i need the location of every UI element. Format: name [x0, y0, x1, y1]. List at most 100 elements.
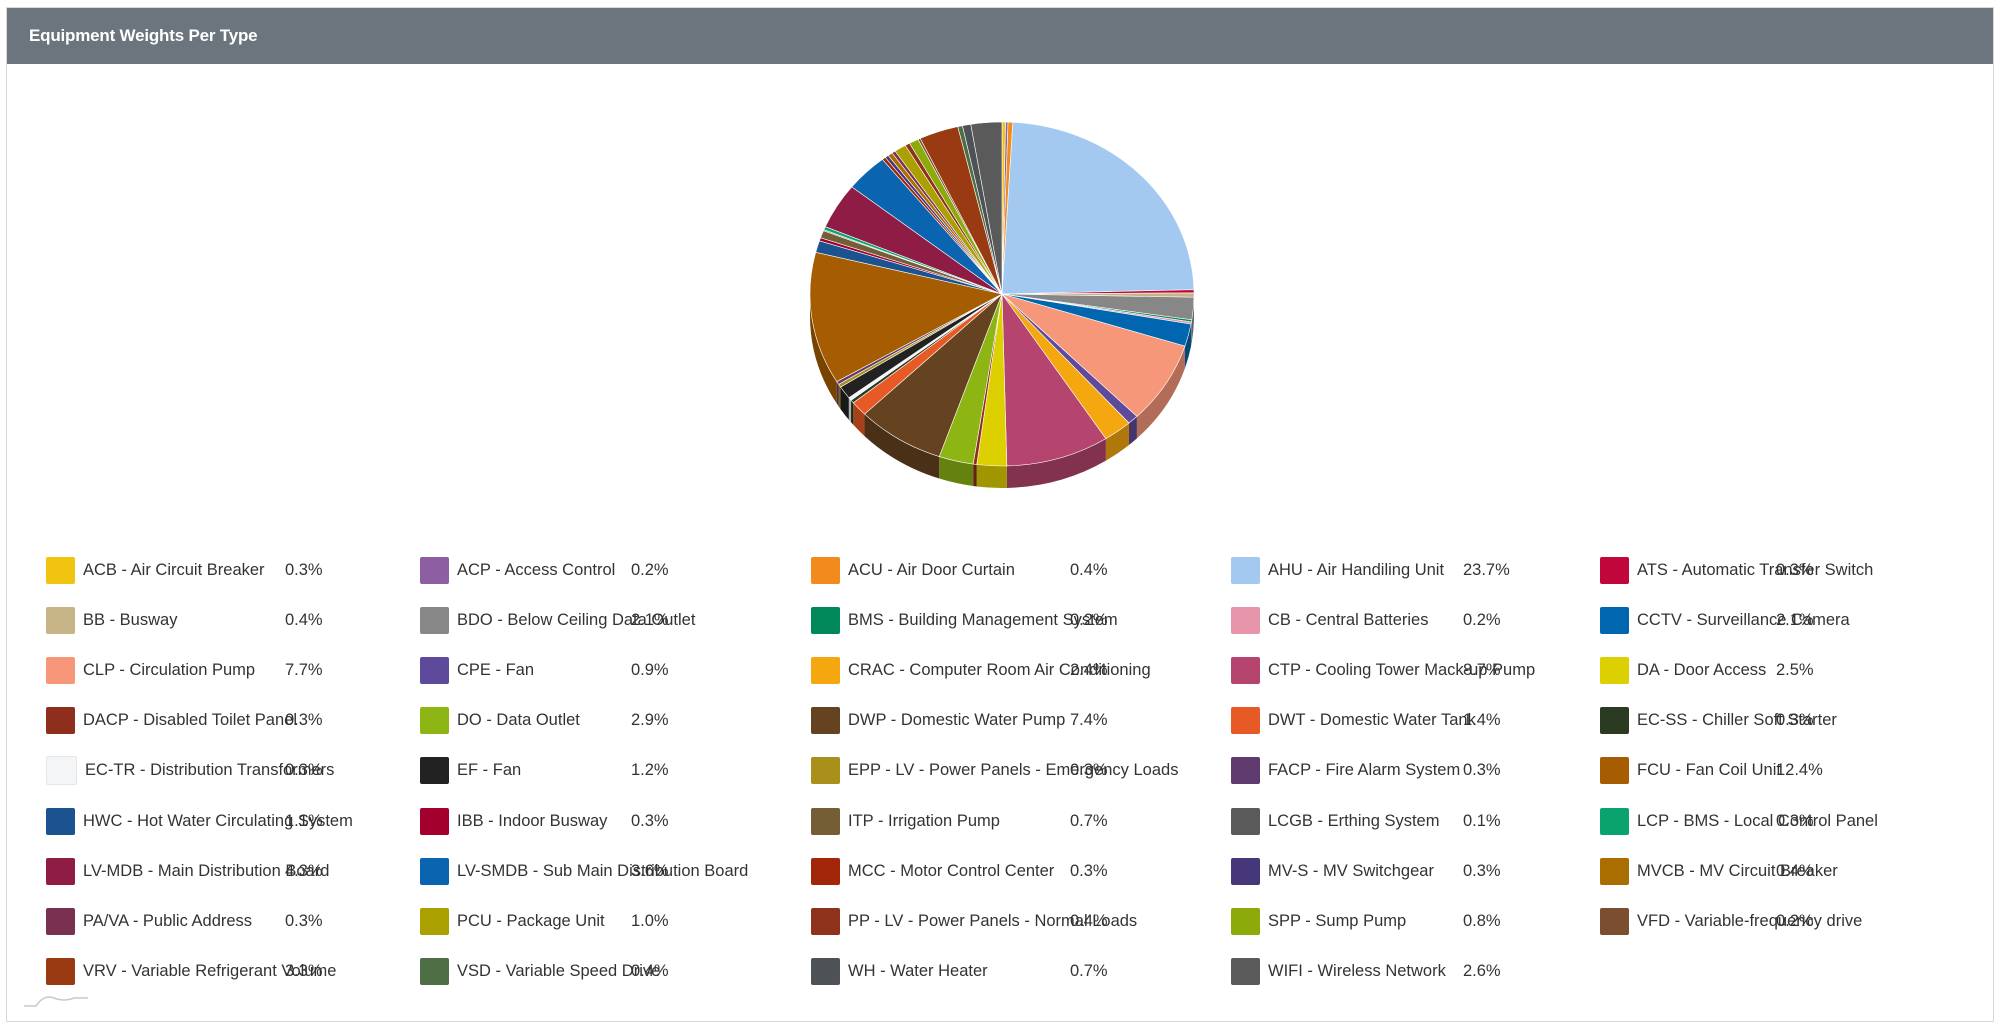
legend-label: CB - Central Batteries [1268, 610, 1429, 629]
legend-swatch [811, 807, 840, 835]
legend-percentage: 0.3% [1463, 761, 1501, 780]
legend-label: FACP - Fire Alarm System [1268, 761, 1461, 780]
legend-item[interactable]: EF - Fan 1.2% [420, 757, 669, 785]
legend-percentage: 0.3% [1776, 811, 1814, 830]
legend-item[interactable]: WIFI - Wireless Network 2.6% [1231, 958, 1501, 986]
legend-item[interactable]: FCU - Fan Coil Unit 12.4% [1600, 757, 1823, 785]
legend-item[interactable]: FACP - Fire Alarm System 0.3% [1231, 757, 1501, 785]
legend-label: WIFI - Wireless Network [1268, 962, 1446, 981]
legend-swatch [46, 857, 75, 885]
pie-slice-side [851, 400, 854, 425]
legend-item[interactable]: LCP - BMS - Local Control Panel 0.3% [1600, 807, 1878, 835]
legend-item[interactable]: DWT - Domestic Water Tank 1.4% [1231, 707, 1501, 735]
legend-item[interactable]: CB - Central Batteries 0.2% [1231, 606, 1501, 634]
legend-percentage: 0.1% [1463, 811, 1501, 830]
legend-label: BB - Busway [83, 610, 178, 629]
legend-swatch [1600, 707, 1629, 735]
legend-item[interactable]: VFD - Variable-frequency drive 0.2% [1600, 907, 1862, 935]
legend-item[interactable]: AHU - Air Handiling Unit 23.7% [1231, 556, 1510, 584]
legend-item[interactable]: MV-S - MV Switchgear 0.3% [1231, 857, 1501, 885]
legend-label: ACP - Access Control [457, 560, 616, 579]
legend-item[interactable]: HWC - Hot Water Circulating System 1.1% [46, 807, 353, 835]
legend-swatch [1231, 857, 1260, 885]
legend-swatch [1231, 757, 1260, 785]
legend-swatch [811, 857, 840, 885]
legend-percentage: 0.2% [1463, 610, 1501, 629]
pie-slice-side [848, 397, 852, 423]
legend-item[interactable]: CLP - Circulation Pump 7.7% [46, 656, 323, 684]
legend-swatch [1231, 606, 1260, 634]
legend-label: VRV - Variable Refrigerant Volume [83, 962, 337, 981]
pie-slice[interactable] [1001, 121, 1195, 295]
legend-label: BMS - Building Management System [848, 610, 1118, 629]
legend-item[interactable]: LV-SMDB - Sub Main Distribution Board 3.6… [420, 857, 748, 885]
legend-item[interactable]: EC-TR - Distribution Transformers 0.3% [46, 756, 334, 786]
pie-slice[interactable] [1001, 293, 1107, 467]
legend-swatch [1231, 907, 1260, 935]
legend-item[interactable]: VSD - Variable Speed Drive 0.4% [420, 958, 669, 986]
legend-item[interactable]: CRAC - Computer Room Air Conditioning 2.4… [811, 656, 1151, 684]
legend-percentage: 0.4% [1070, 911, 1108, 930]
legend-percentage: 12.4% [1776, 761, 1823, 780]
legend-percentage: 1.0% [631, 911, 669, 930]
legend-item[interactable]: DA - Door Access 2.5% [1600, 656, 1814, 684]
legend-item[interactable]: LV-MDB - Main Distribution Board 4.3% [46, 857, 329, 885]
legend-label: DWP - Domestic Water Pump [848, 711, 1066, 730]
pie-slice[interactable] [1001, 293, 1186, 417]
legend-item[interactable]: BB - Busway 0.4% [46, 606, 323, 634]
legend-label: MCC - Motor Control Center [848, 861, 1055, 880]
legend-label: IBB - Indoor Busway [457, 811, 608, 830]
legend-percentage: 0.7% [1070, 962, 1108, 981]
legend-swatch [811, 656, 840, 684]
legend-label: DWT - Domestic Water Tank [1268, 711, 1476, 730]
legend-item[interactable]: VRV - Variable Refrigerant Volume 3.3% [46, 958, 336, 986]
pie-slice-side [1105, 423, 1129, 461]
legend-item[interactable]: CTP - Cooling Tower Mack-up Pump 8.7% [1231, 656, 1535, 684]
legend-label: ACU - Air Door Curtain [848, 560, 1015, 579]
legend-item[interactable]: BMS - Building Management System 0.2% [811, 606, 1118, 634]
legend-item[interactable]: PCU - Package Unit 1.0% [420, 907, 669, 935]
legend-percentage: 0.4% [1776, 861, 1814, 880]
legend-percentage: 7.7% [285, 660, 323, 679]
legend-percentage: 7.4% [1070, 711, 1108, 730]
legend-label: AHU - Air Handiling Unit [1268, 560, 1445, 579]
legend-swatch [1231, 807, 1260, 835]
legend-label: ATS - Automatic Transfer Switch [1637, 560, 1874, 579]
legend-item[interactable]: EC-SS - Chiller Soft Starter 0.3% [1600, 707, 1837, 735]
legend-swatch [1600, 857, 1629, 885]
legend-item[interactable]: SPP - Sump Pump 0.8% [1231, 907, 1501, 935]
legend-label: ITP - Irrigation Pump [848, 811, 1000, 830]
legend-percentage: 2.5% [1776, 660, 1814, 679]
legend-item[interactable]: DWP - Domestic Water Pump 7.4% [811, 707, 1108, 735]
legend-swatch [811, 556, 840, 584]
legend-swatch [420, 757, 449, 785]
legend-item[interactable]: EPP - LV - Power Panels - Emergency Load… [811, 757, 1178, 785]
pie-slice[interactable] [970, 121, 1003, 295]
legend-swatch [1231, 656, 1260, 684]
legend-item[interactable]: ACU - Air Door Curtain 0.4% [811, 556, 1108, 584]
legend-item[interactable]: ACP - Access Control 0.2% [420, 556, 669, 584]
legend-item[interactable]: CCTV - Surveillance Camera 2.1% [1600, 606, 1850, 634]
legend-label: DO - Data Outlet [457, 711, 580, 730]
legend-item[interactable]: IBB - Indoor Busway 0.3% [420, 807, 669, 835]
legend-swatch [46, 958, 75, 986]
legend-item[interactable]: ITP - Irrigation Pump 0.7% [811, 807, 1108, 835]
legend-item[interactable]: MCC - Motor Control Center 0.3% [811, 857, 1108, 885]
legend-item[interactable]: ACB - Air Circuit Breaker 0.3% [46, 556, 323, 584]
legend-swatch [811, 606, 840, 634]
legend-item[interactable]: LCGB - Erthing System 0.1% [1231, 807, 1501, 835]
legend-item[interactable]: CPE - Fan 0.9% [420, 656, 669, 684]
legend-label: CTP - Cooling Tower Mack-up Pump [1268, 660, 1536, 679]
legend-item[interactable]: WH - Water Heater 0.7% [811, 958, 1108, 986]
legend-item[interactable]: DACP - Disabled Toilet Panel 0.3% [46, 707, 323, 735]
legend-percentage: 2.9% [631, 711, 669, 730]
legend-swatch [811, 958, 840, 986]
legend-item[interactable]: ATS - Automatic Transfer Switch 0.3% [1600, 556, 1873, 584]
legend-item[interactable]: BDO - Below Ceiling Data Outlet 2.1% [420, 606, 695, 634]
pie-slice[interactable] [809, 251, 1003, 382]
legend-swatch [46, 656, 75, 684]
legend-item[interactable]: PA/VA - Public Address 0.3% [46, 907, 323, 935]
legend-item[interactable]: MVCB - MV Circuit Breaker 0.4% [1600, 857, 1838, 885]
legend-item[interactable]: PP - LV - Power Panels - Normal Loads 0.4… [811, 907, 1137, 935]
legend-item[interactable]: DO - Data Outlet 2.9% [420, 707, 669, 735]
